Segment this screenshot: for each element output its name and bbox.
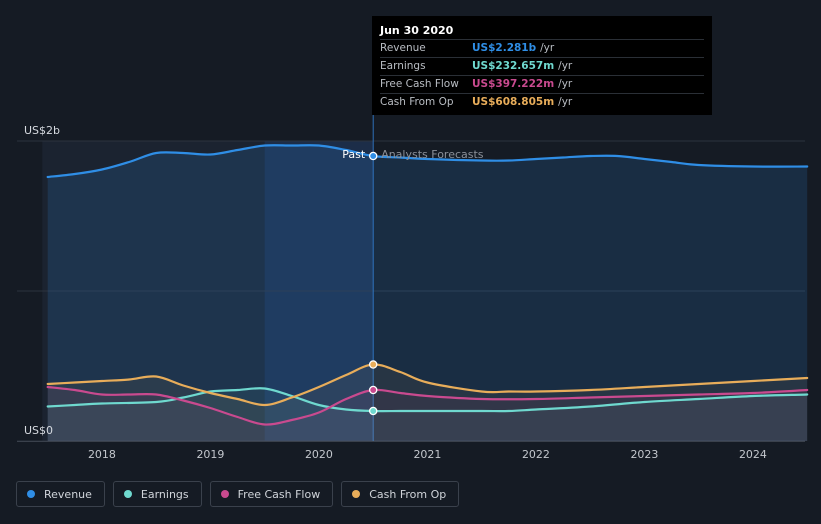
- earnings-line: [46, 387, 809, 413]
- earnings-area: [47, 388, 808, 441]
- tooltip-unit: /yr: [558, 60, 573, 72]
- y-tick-label: US$0: [24, 424, 53, 437]
- legend-label: Free Cash Flow: [237, 487, 321, 501]
- cfo-line: [46, 363, 809, 407]
- forecast-label: Analysts Forecasts: [381, 148, 484, 161]
- tooltip-unit: /yr: [540, 42, 555, 54]
- tooltip-row-cfo: Cash From Op US$608.805m /yr: [380, 93, 704, 111]
- tooltip: Jun 30 2020 Revenue US$2.281b /yr Earnin…: [372, 16, 712, 115]
- tooltip-value: US$397.222m: [472, 78, 555, 90]
- tooltip-label: Cash From Op: [380, 96, 454, 108]
- fcf-area: [47, 387, 808, 441]
- revenue-dot-icon: [27, 490, 35, 498]
- tooltip-value: US$2.281b: [472, 42, 537, 54]
- tooltip-unit: /yr: [558, 96, 573, 108]
- earnings-dot-icon: [123, 490, 132, 498]
- x-tick-label: 2024: [739, 448, 767, 461]
- tooltip-label: Revenue: [380, 42, 426, 54]
- fcf-dot-icon: [220, 490, 229, 498]
- cfo-dot-icon: [352, 490, 361, 498]
- x-tick-label: 2022: [522, 448, 550, 461]
- legend-item-fcf[interactable]: Free Cash Flow: [209, 481, 334, 507]
- revenue-marker: [368, 151, 378, 161]
- tooltip-row-fcf: Free Cash Flow US$397.222m /yr: [380, 75, 704, 93]
- tooltip-date: Jun 30 2020: [380, 24, 454, 37]
- legend-item-cfo[interactable]: Cash From Op: [341, 481, 460, 507]
- past-label: Past: [342, 148, 366, 161]
- x-tick-label: 2018: [88, 448, 116, 461]
- legend-label: Cash From Op: [369, 487, 447, 501]
- tooltip-row-earnings: Earnings US$232.657m /yr: [380, 57, 704, 75]
- tooltip-value: US$608.805m: [472, 96, 555, 108]
- cfo-area: [47, 364, 808, 441]
- legend: Revenue Earnings Free Cash Flow Cash Fro…: [16, 481, 467, 507]
- tooltip-unit: /yr: [558, 78, 573, 90]
- legend-label: Revenue: [44, 487, 92, 501]
- legend-item-earnings[interactable]: Earnings: [112, 481, 202, 507]
- tooltip-value: US$232.657m: [472, 60, 555, 72]
- cfo-marker: [368, 360, 378, 369]
- x-tick-label: 2021: [413, 448, 441, 461]
- tooltip-label: Earnings: [380, 60, 426, 72]
- y-tick-label: US$2b: [24, 124, 60, 137]
- tooltip-row-revenue: Revenue US$2.281b /yr: [380, 39, 704, 57]
- revenue-area: [47, 145, 808, 441]
- x-tick-label: 2019: [196, 448, 224, 461]
- legend-item-revenue[interactable]: Revenue: [16, 481, 105, 507]
- fcf-marker: [368, 385, 378, 395]
- x-tick-label: 2023: [630, 448, 658, 461]
- tooltip-label: Free Cash Flow: [380, 78, 459, 90]
- x-tick-label: 2020: [305, 448, 333, 461]
- revenue-line: [46, 144, 809, 179]
- earnings-marker: [368, 406, 378, 416]
- fcf-line: [46, 385, 809, 426]
- legend-label: Earnings: [140, 487, 189, 501]
